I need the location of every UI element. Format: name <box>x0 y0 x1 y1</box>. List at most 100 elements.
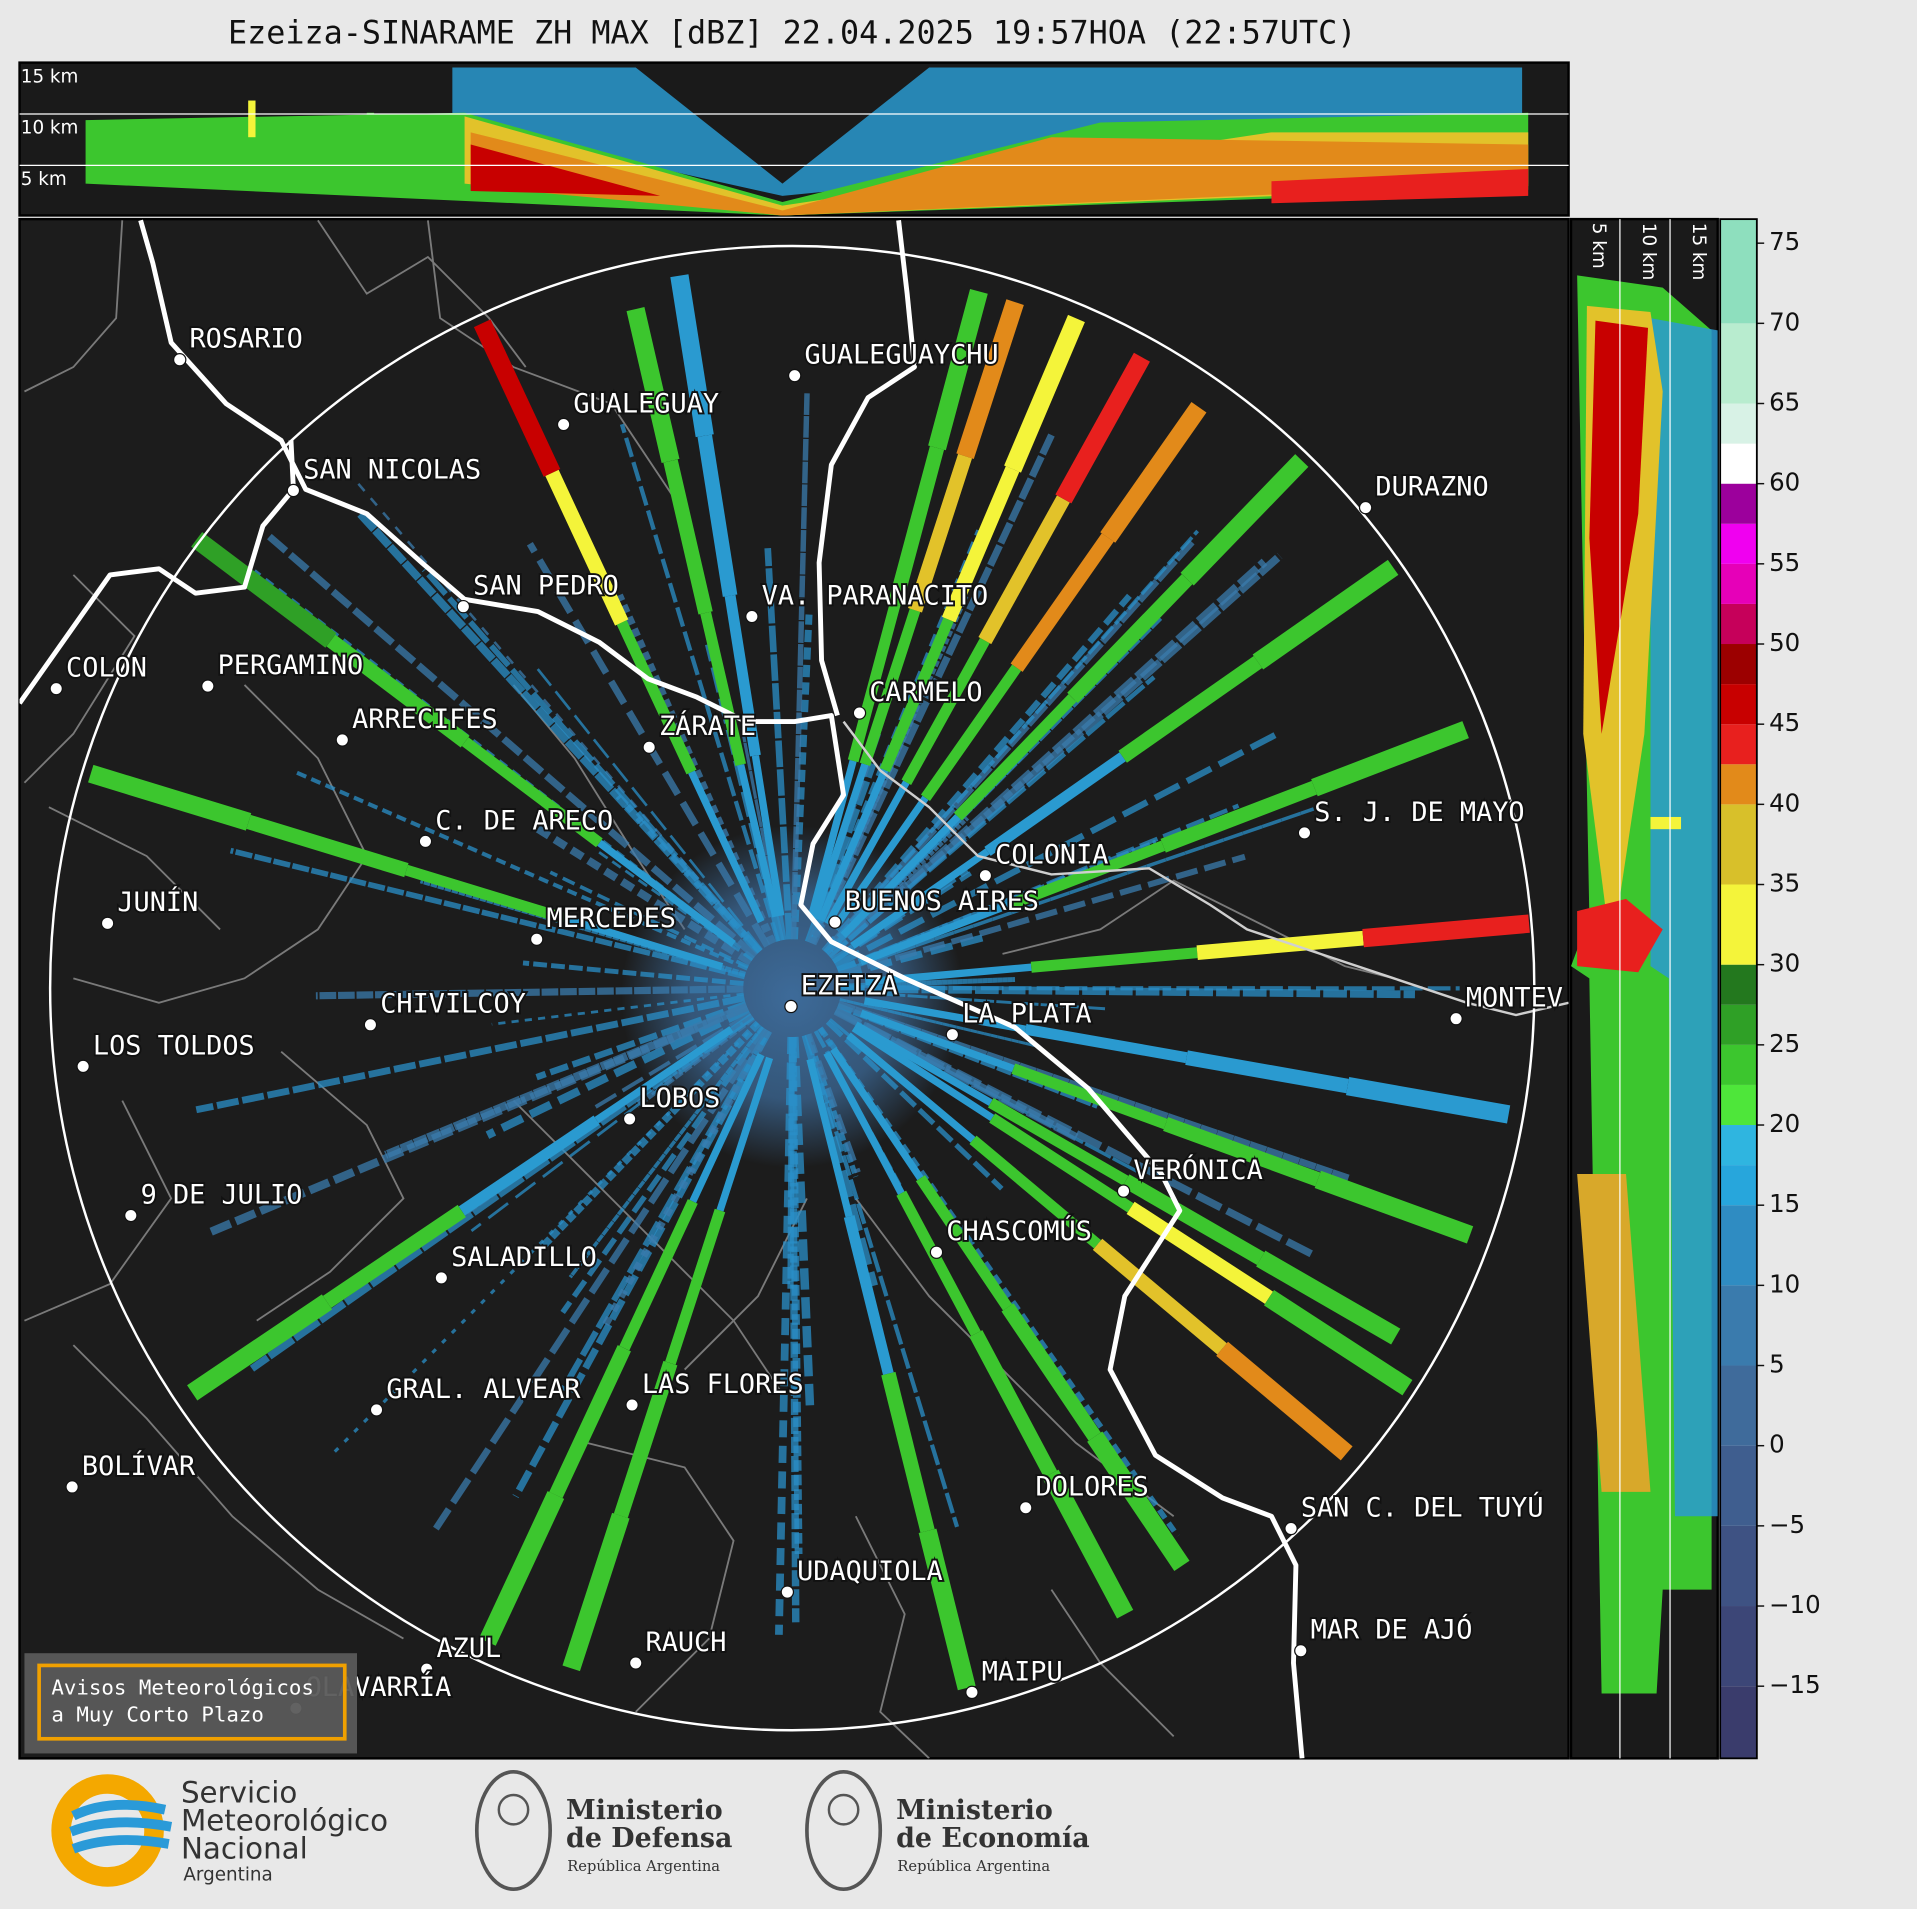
city-dot <box>124 1208 138 1223</box>
echo-ray <box>458 1115 600 1216</box>
echo-ray <box>881 1371 935 1533</box>
echo-ray <box>295 770 749 971</box>
echo-ray <box>1264 1290 1413 1396</box>
seal <box>805 1769 883 1891</box>
ministry-country: República Argentina <box>567 1858 720 1875</box>
colorbar-band <box>1720 1165 1757 1206</box>
echo-ray <box>827 675 1156 958</box>
echo <box>1271 168 1529 204</box>
echo-ray <box>920 664 1022 801</box>
cities: ROSARIO GUALEGUAYCHU GUALEGUAY SAN NICOLAS D… <box>49 322 1565 1715</box>
echo-ray <box>1311 721 1469 797</box>
echo-ray <box>790 1036 815 1412</box>
city-dot <box>852 706 867 720</box>
city-label: MERCEDES <box>546 903 675 934</box>
colorbar-band <box>1720 1084 1757 1126</box>
colorbar-band <box>1720 1445 1757 1526</box>
city-label: LA PLATA <box>962 999 1091 1030</box>
notice-text: Avisos Meteorológicos <box>51 1676 314 1700</box>
city-label: RAUCH <box>646 1627 727 1658</box>
echo-ray <box>600 1029 772 1331</box>
colorbar-band <box>1720 1686 1757 1759</box>
echo-ray <box>619 423 781 942</box>
echo-ray <box>830 1046 924 1181</box>
smn-country: Argentina <box>183 1865 272 1886</box>
city-dot <box>418 834 433 849</box>
city-dot <box>286 483 301 498</box>
city-label: BUENOS AIRES <box>845 886 1039 917</box>
city-label: CARMELO <box>869 677 982 708</box>
echo-ray <box>491 992 744 1026</box>
ministry-country: República Argentina <box>897 1858 1050 1875</box>
echo <box>248 100 256 138</box>
city-label: VA. PARANACITO <box>762 580 989 611</box>
echo-ray <box>887 445 945 607</box>
colorbar-tick-label: 5 <box>1769 1350 1785 1379</box>
echo-ray <box>1345 1077 1511 1124</box>
echo-ray <box>267 533 758 959</box>
echo-ray <box>851 1024 995 1122</box>
city-label: DOLORES <box>1036 1472 1149 1503</box>
echo-ray <box>626 307 680 464</box>
echo-ray <box>1122 1174 1265 1265</box>
city-label: CHIVILCOY <box>380 989 526 1020</box>
echo-ray <box>901 637 990 785</box>
echo-ray <box>619 1199 698 1351</box>
echo-ray <box>805 1033 861 1174</box>
colorbar-band <box>1720 1004 1757 1045</box>
city-dot <box>1019 1500 1033 1515</box>
echo-ray <box>806 1058 853 1218</box>
city-dot <box>172 352 187 367</box>
echo-ray <box>1196 930 1364 960</box>
colorbar-band <box>1720 724 1757 765</box>
echo-ray <box>535 1001 748 1081</box>
notice-box[interactable] <box>24 1653 357 1754</box>
city-label: SAN PEDRO <box>473 571 619 602</box>
city-label: COLON <box>66 653 147 684</box>
echo-ray <box>811 763 869 920</box>
echo-ray <box>332 1021 760 1455</box>
colorbar-tick-label: 20 <box>1769 1109 1800 1138</box>
title: Ezeiza-SINARAME ZH MAX [dBZ] 22.04.2025 … <box>228 16 1356 52</box>
echo-ray <box>989 1113 1134 1213</box>
city-dot <box>100 916 115 931</box>
city-label: CHASCOMÚS <box>946 1215 1092 1247</box>
colorbar-frame <box>1719 218 1758 1760</box>
colorbar-tick-label: 50 <box>1769 628 1800 657</box>
city-dot <box>1449 1011 1463 1026</box>
echo-ray <box>859 1009 1015 1073</box>
smn-ring <box>51 1774 164 1887</box>
colorbar-tick-label: −10 <box>1769 1590 1821 1619</box>
echo-ray <box>665 1208 726 1365</box>
echo-ray <box>1185 1050 1349 1094</box>
height-label: 5 km <box>21 169 67 190</box>
echo-ray <box>615 593 777 946</box>
city-dot <box>642 740 656 754</box>
echo <box>1650 816 1682 830</box>
echo-ray <box>1092 1238 1227 1355</box>
city-label: ROSARIO <box>189 324 302 355</box>
notice[interactable]: Avisos Meteorológicos a Muy Corto Plazo <box>24 1653 357 1754</box>
echo-ray <box>568 1025 764 1279</box>
echo-ray <box>833 1007 1079 1142</box>
colorbar-band <box>1720 1125 1757 1166</box>
city-dot <box>434 1271 449 1285</box>
colorbar-tick-label: 25 <box>1769 1029 1800 1058</box>
smn-logo: Servicio Meteorológico Nacional Argentin… <box>51 1774 388 1887</box>
colorbar-band <box>1720 1044 1757 1085</box>
echo-ray <box>1118 656 1263 763</box>
city-dot <box>929 1245 944 1259</box>
city-label: BOLÍVAR <box>82 1450 196 1482</box>
city-label: ARRECIFES <box>352 704 498 735</box>
echo-ray <box>470 1016 755 1233</box>
colorbar-tick-label: 10 <box>1769 1269 1800 1298</box>
echo-ray <box>326 634 470 748</box>
echo-ray <box>485 1005 750 1139</box>
echo-ray <box>953 694 1077 821</box>
city-dot <box>456 599 471 614</box>
city-dot <box>965 1685 979 1700</box>
height-label: 15 km <box>1688 223 1709 281</box>
echo-ray <box>859 900 1014 966</box>
